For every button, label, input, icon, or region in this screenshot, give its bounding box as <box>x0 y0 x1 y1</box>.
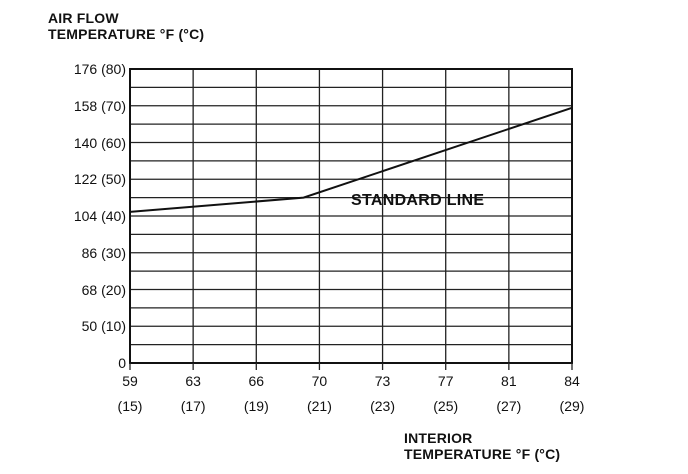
y-tick-label: 0 <box>118 355 126 371</box>
x-tick-label-f: 63 <box>185 373 201 389</box>
y-tick-label: 140 (60) <box>73 134 126 151</box>
standard-line-annotation: STANDARD LINE <box>351 192 485 209</box>
plot-frame <box>129 68 573 364</box>
standard-line-series <box>129 106 573 213</box>
y-tick-label: 86 (30) <box>81 244 126 261</box>
y-axis-title: AIR FLOW TEMPERATURE °F (°C) <box>48 10 204 42</box>
y-tick-label: 68 (20) <box>81 281 126 298</box>
y-tick-label: 176 (80) <box>73 61 126 77</box>
x-tick-label-c: (25) <box>433 398 459 414</box>
x-tick-label-c: (23) <box>370 398 396 414</box>
x-axis-title-line-1: INTERIOR <box>404 430 473 446</box>
y-axis-title-line-1: AIR FLOW <box>48 10 119 26</box>
x-tick-label-c: (15) <box>117 398 143 414</box>
x-tick-label-c: (27) <box>496 398 522 414</box>
x-tick-label-c: (29) <box>559 398 585 414</box>
x-tick-label-c: (21) <box>306 398 332 414</box>
y-tick-label: 122 (50) <box>73 171 126 188</box>
y-tick-label: 50 (10) <box>81 318 126 335</box>
x-tick-label-c: (17) <box>180 398 206 414</box>
x-tick-label-f: 59 <box>122 373 138 389</box>
y-axis-title-line-2: TEMPERATURE °F (°C) <box>48 26 205 42</box>
y-tick-label: 158 (70) <box>73 97 126 114</box>
x-tick-label-f: 84 <box>564 373 580 389</box>
x-tick-label-f: 81 <box>501 373 517 389</box>
x-tick-label-f: 73 <box>374 373 391 389</box>
grid <box>130 69 572 363</box>
x-axis-title: INTERIOR TEMPERATURE °F (°C) <box>404 430 560 462</box>
x-axis-title-line-2: TEMPERATURE °F (°C) <box>404 446 561 462</box>
x-tick-label-f: 70 <box>311 373 328 389</box>
y-tick-label: 104 (40) <box>73 208 126 224</box>
x-tick-label-f: 77 <box>437 373 454 389</box>
x-tick-label-f: 66 <box>248 373 265 389</box>
x-ticks <box>129 363 573 370</box>
x-tick-label-c: (19) <box>243 398 269 414</box>
